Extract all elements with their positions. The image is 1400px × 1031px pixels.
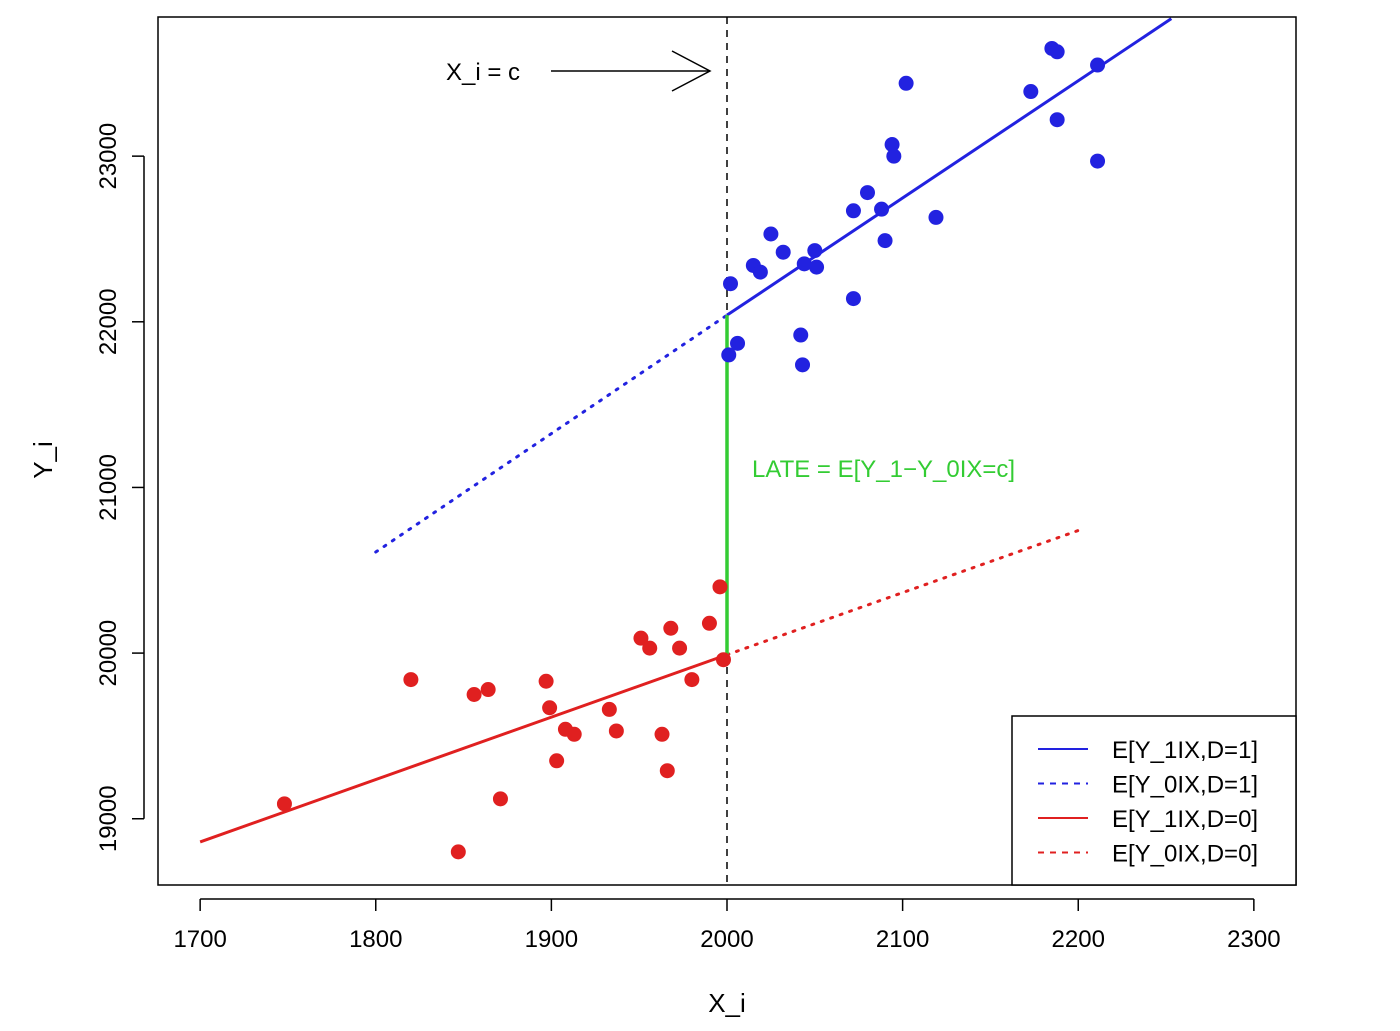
- x-axis-label: X_i: [708, 988, 746, 1018]
- control-point: [492, 791, 508, 807]
- control-point: [712, 579, 728, 595]
- treated-point: [1023, 84, 1039, 100]
- x-tick-label: 1700: [173, 926, 226, 953]
- legend: E[Y_1IX,D=1] E[Y_0IX,D=1] E[Y_1IX,D=0] E[Y_…: [1011, 715, 1297, 886]
- x-tick-label: 2300: [1227, 926, 1280, 953]
- legend-label: E[Y_1IX,D=1]: [1112, 737, 1258, 764]
- y-tick-label: 20000: [95, 620, 122, 687]
- legend-label: E[Y_0IX,D=1]: [1112, 772, 1258, 799]
- x-tick-label: 1800: [349, 926, 402, 953]
- annotations-layer: X_i = c LATE = E[Y_1−Y_0IX=c]: [446, 50, 1015, 483]
- control-point: [654, 726, 670, 742]
- treated-point: [845, 291, 861, 307]
- treated-point: [845, 203, 861, 219]
- control-point: [538, 673, 554, 689]
- legend-label: E[Y_0IX,D=0]: [1112, 841, 1258, 868]
- late-label: LATE = E[Y_1−Y_0IX=c]: [752, 456, 1015, 483]
- y-tick-label: 19000: [95, 785, 122, 852]
- control-point: [601, 701, 617, 717]
- control-point: [542, 700, 558, 716]
- treated-point: [807, 243, 823, 259]
- treated-point: [795, 357, 811, 373]
- control-point: [566, 726, 582, 742]
- cutoff-label: X_i = c: [446, 59, 520, 86]
- control-point: [466, 687, 482, 703]
- control-point: [659, 763, 675, 779]
- y-tick-label: 21000: [95, 454, 122, 521]
- control-point: [715, 652, 731, 668]
- x-tick-label: 1900: [525, 926, 578, 953]
- y-tick-label: 22000: [95, 288, 122, 355]
- control-point: [608, 723, 624, 739]
- treated-point: [877, 233, 893, 249]
- control-point: [403, 672, 419, 688]
- dotted-regression-line: [725, 529, 1080, 657]
- axes-layer: 1700 1800 1900 2000 2100 2200 2300 19000 20000 21…: [95, 16, 1297, 953]
- control-point: [633, 630, 649, 646]
- treated-point: [763, 226, 779, 242]
- treated-point: [1049, 44, 1065, 60]
- x-tick-label: 2200: [1052, 926, 1105, 953]
- treated-point: [898, 75, 914, 91]
- control-point: [684, 672, 700, 688]
- treated-point: [730, 335, 746, 351]
- treated-point: [859, 185, 875, 201]
- x-tick-label: 2100: [876, 926, 929, 953]
- treated-point: [775, 244, 791, 260]
- y-axis-label: Y_i: [28, 441, 58, 479]
- y-tick-label: 23000: [95, 123, 122, 190]
- control-point: [549, 753, 565, 769]
- control-point: [701, 615, 717, 631]
- legend-box: [1011, 715, 1297, 886]
- x-tick-label: 2000: [700, 926, 753, 953]
- treated-point: [886, 148, 902, 164]
- cutoff-arrow-head: [671, 50, 712, 92]
- control-point: [480, 682, 496, 698]
- control-point: [450, 844, 466, 860]
- treated-point: [796, 256, 812, 272]
- treated-point: [752, 264, 768, 280]
- treated-point: [884, 137, 900, 153]
- treated-point: [721, 347, 737, 363]
- control-point: [663, 620, 679, 636]
- plot-frame: [157, 16, 1297, 886]
- control-point: [672, 640, 688, 656]
- treated-point: [723, 276, 739, 292]
- dotted-regression-line: [374, 313, 729, 554]
- points-layer: [276, 40, 1106, 860]
- treated-point: [809, 259, 825, 275]
- treated-point: [874, 201, 890, 217]
- treated-point: [793, 327, 809, 343]
- control-point: [276, 796, 292, 812]
- control-point: [642, 640, 658, 656]
- treated-point: [1090, 153, 1106, 169]
- treated-point: [928, 209, 944, 225]
- treated-point: [1090, 57, 1106, 73]
- legend-label: E[Y_1IX,D=0]: [1112, 806, 1258, 833]
- treated-point: [1049, 112, 1065, 128]
- solid-regression-line: [199, 653, 728, 844]
